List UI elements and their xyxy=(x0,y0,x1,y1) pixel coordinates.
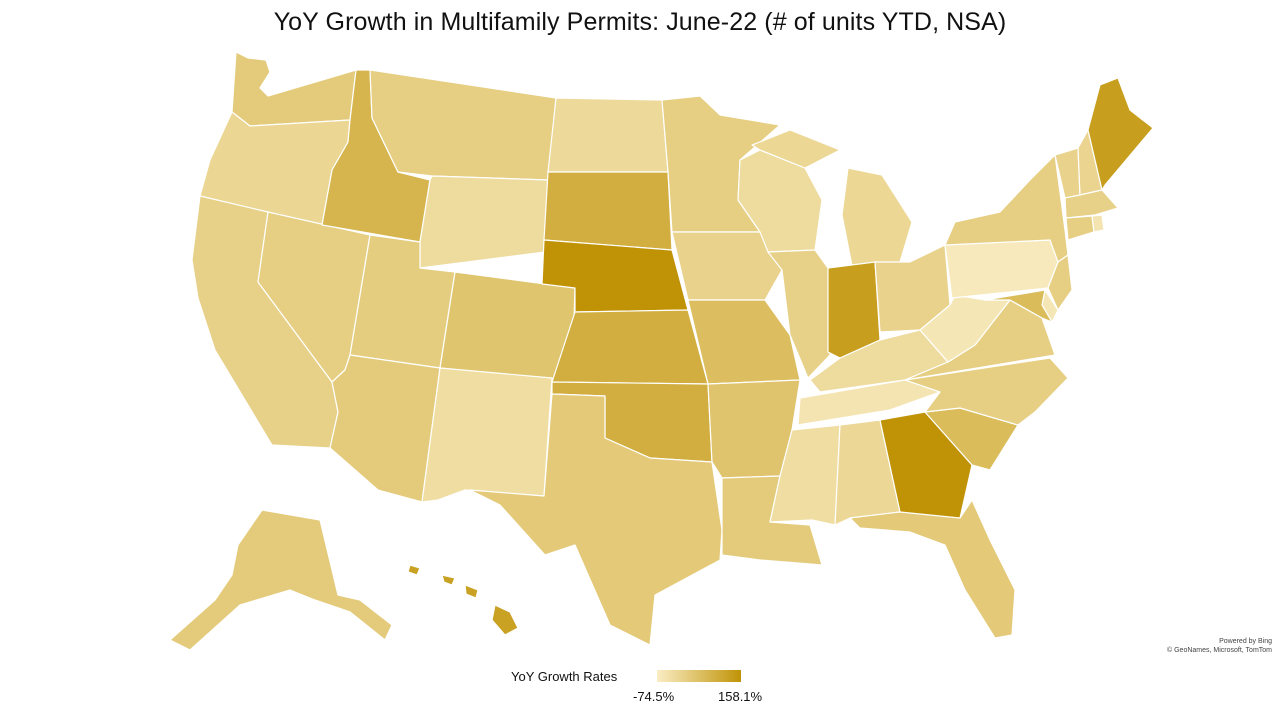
state-IA xyxy=(671,231,783,301)
legend-max-label: 158.1% xyxy=(718,689,763,704)
state-FL xyxy=(849,499,1016,639)
state-IL xyxy=(767,249,831,379)
state-RI xyxy=(1091,214,1105,233)
legend-title: YoY Growth Rates xyxy=(511,669,618,684)
state-MD xyxy=(984,289,1053,323)
state-ME xyxy=(1087,77,1154,191)
state-AK xyxy=(169,509,393,651)
legend-color-bar xyxy=(657,670,741,682)
state-ND xyxy=(547,97,669,173)
state-CO xyxy=(439,271,576,383)
state-HI xyxy=(407,564,519,636)
attribution-powered-by: Powered by Bing xyxy=(1219,638,1272,645)
state-WY xyxy=(419,175,549,269)
legend-min-label: -74.5% xyxy=(633,689,675,704)
state-NY xyxy=(944,154,1069,263)
attribution-sources: © GeoNames, Microsoft, TomTom xyxy=(1167,647,1272,654)
page-title: YoY Growth in Multifamily Permits: June-… xyxy=(273,8,1007,36)
state-NJ xyxy=(1047,254,1073,311)
state-NC xyxy=(904,357,1069,426)
state-WA xyxy=(231,51,357,127)
state-CT xyxy=(1065,215,1095,241)
state-MT xyxy=(369,69,557,181)
state-SD xyxy=(543,171,673,251)
state-NM xyxy=(421,367,553,503)
state-KS xyxy=(551,309,709,385)
map-attribution: Powered by Bing © GeoNames, Microsoft, T… xyxy=(1167,637,1272,655)
state-TX xyxy=(469,393,723,646)
state-AZ xyxy=(329,354,441,503)
state-PA xyxy=(944,239,1059,299)
state-MO xyxy=(687,299,801,385)
